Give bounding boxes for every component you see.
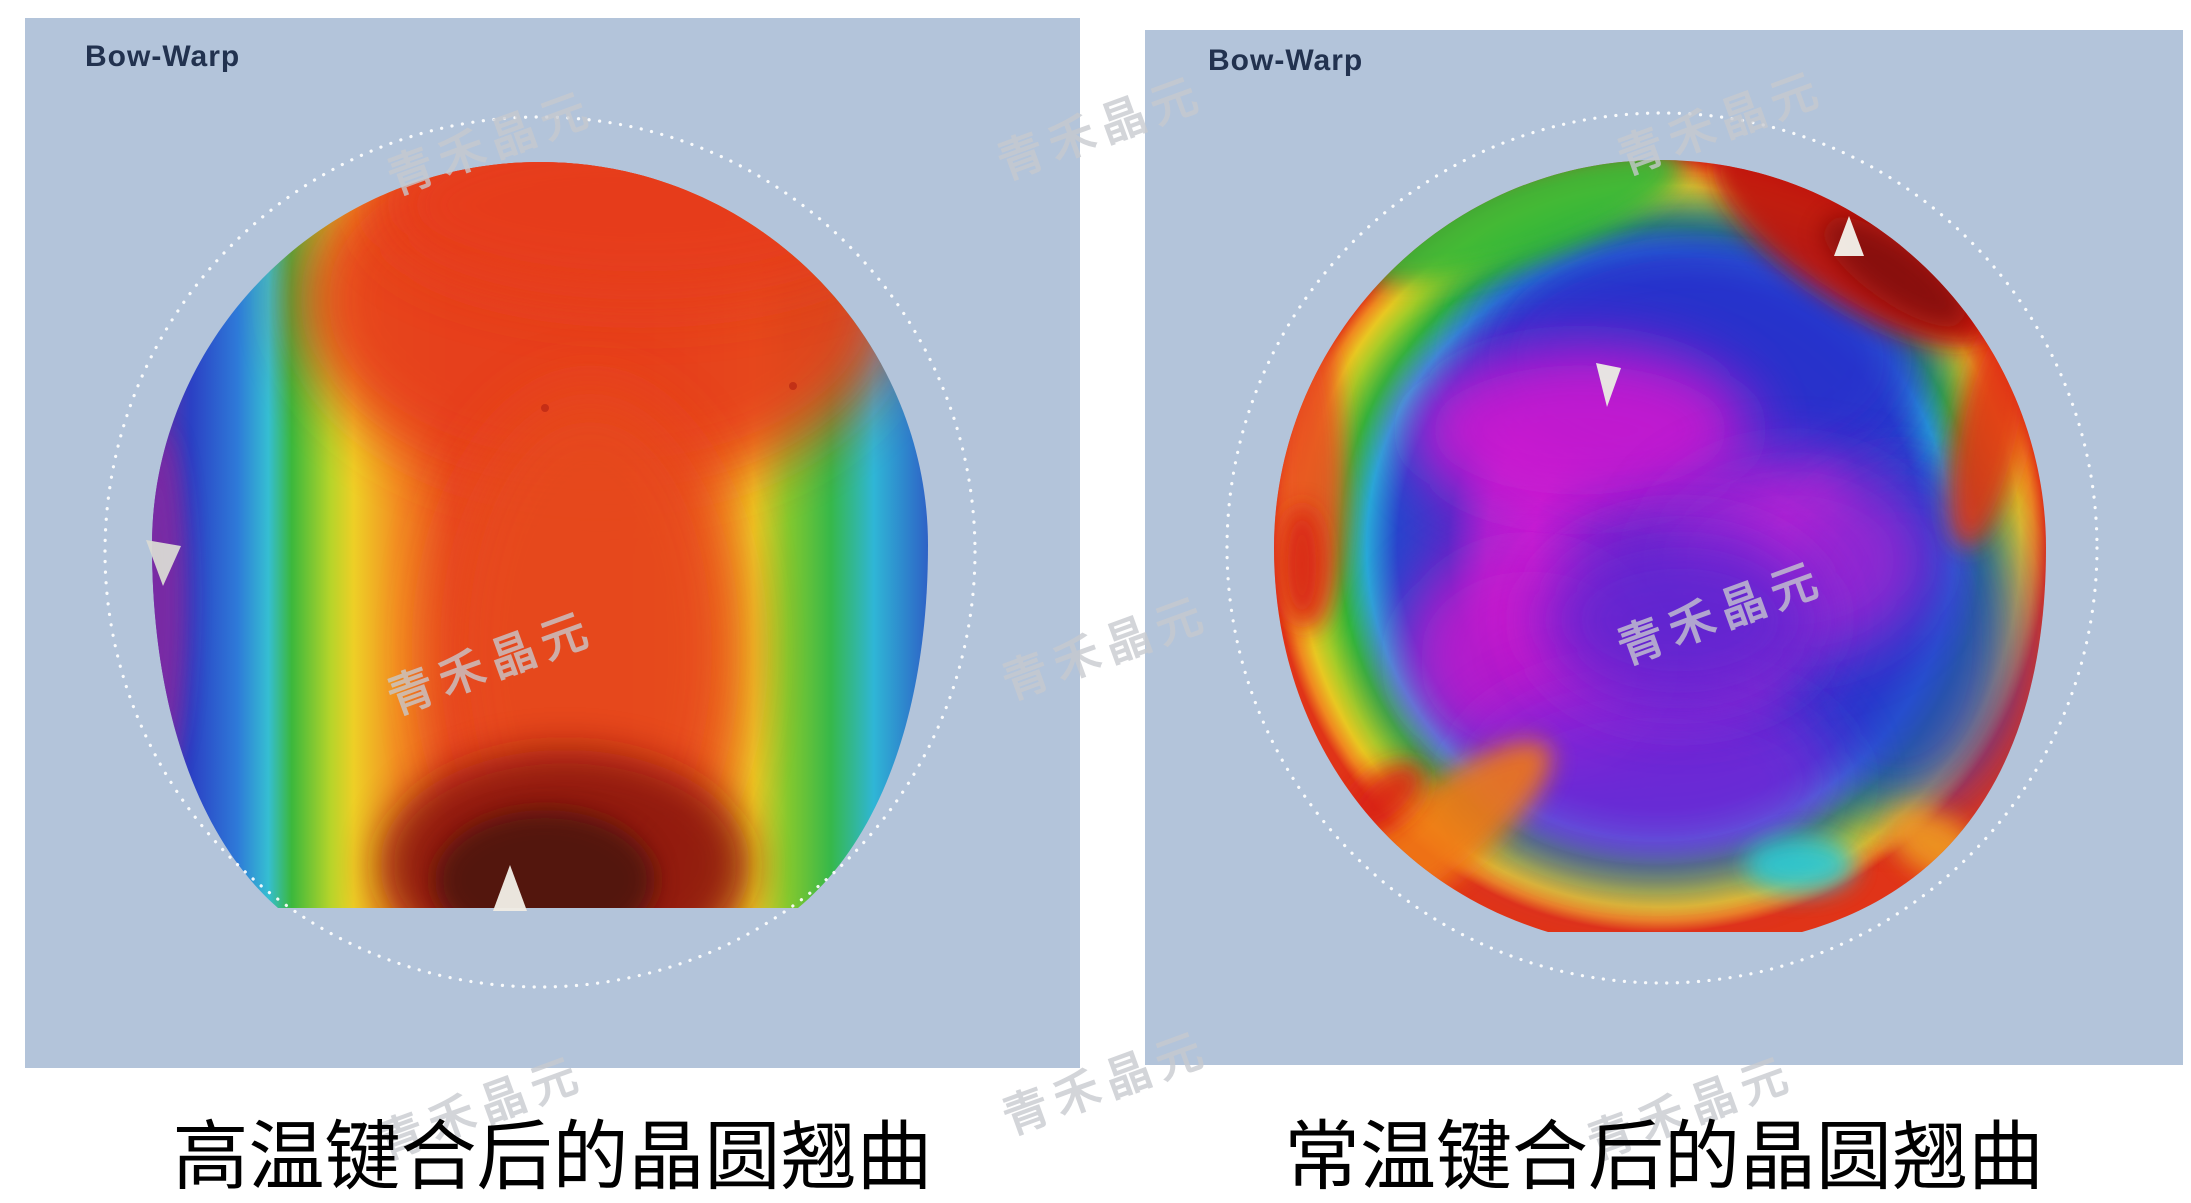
caption-left: 高温键合后的晶圆翘曲 bbox=[172, 1115, 933, 1200]
wafer-heatmap-right bbox=[1274, 160, 2046, 932]
measurement-dot bbox=[789, 382, 797, 390]
caption-right: 常温键合后的晶圆翘曲 bbox=[1284, 1115, 2044, 1200]
right-dotted-ring bbox=[1225, 111, 2099, 985]
measurement-dot bbox=[541, 404, 549, 412]
panel-title-left: Bow-Warp bbox=[85, 40, 241, 73]
wafer-heatmap-left bbox=[152, 162, 928, 908]
left-dotted-ring bbox=[103, 115, 977, 989]
panel-title-right: Bow-Warp bbox=[1208, 44, 1364, 77]
right-wafer-notch-marker-icon bbox=[1834, 216, 1864, 256]
left-wafer-notch-marker-icon bbox=[493, 865, 527, 911]
left-wafer-edge-marker-icon bbox=[146, 540, 181, 586]
right-wafer-center-marker-icon bbox=[1596, 363, 1621, 407]
